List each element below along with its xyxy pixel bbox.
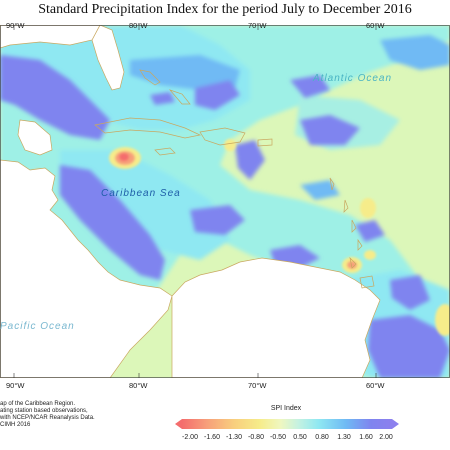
- land-masses: [0, 25, 381, 378]
- islands: [94, 69, 375, 289]
- credit-line: with NCEP/NCAR Reanalysis Data.: [0, 415, 95, 421]
- credit-line: ap of the Caribbean Region.: [0, 401, 76, 407]
- map-field: [0, 25, 450, 378]
- axis-label-bottom-60w: 60°W: [366, 381, 385, 390]
- credit-line: ating station based observations,: [0, 408, 88, 414]
- label-atlantic-ocean: Atlantic Ocean: [313, 73, 393, 84]
- axis-label-top-70w: 70°W: [248, 21, 267, 30]
- wet-blue-areas: [0, 35, 450, 378]
- legend-tick: -1.30: [226, 434, 242, 441]
- graticule-ticks: [13, 25, 377, 378]
- label-caribbean-sea: Caribbean Sea: [101, 188, 181, 199]
- map-credits: ap of the Caribbean Region. ating statio…: [0, 401, 95, 429]
- legend-tick: 0.50: [293, 434, 307, 441]
- legend-tick: -2.00: [182, 434, 198, 441]
- axis-label-bottom-70w: 70°W: [248, 381, 267, 390]
- spi-legend-bar: [175, 419, 399, 429]
- label-pacific-ocean: Pacific Ocean: [0, 321, 75, 332]
- legend-tick: -0.50: [270, 434, 286, 441]
- axis-label-top-90w: 90°W: [6, 21, 25, 30]
- legend-tick: -1.60: [204, 434, 220, 441]
- axis-label-top-60w: 60°W: [366, 21, 385, 30]
- legend-tick: -0.80: [248, 434, 264, 441]
- axis-label-bottom-90w: 90°W: [6, 381, 25, 390]
- legend-tick: 2.00: [379, 434, 393, 441]
- legend-tick: 1.30: [337, 434, 351, 441]
- page-title: Standard Precipitation Index for the per…: [38, 2, 412, 17]
- axis-label-bottom-80w: 80°W: [129, 381, 148, 390]
- legend-title: SPI Index: [270, 405, 302, 412]
- credit-line: CIMH 2016: [0, 422, 31, 428]
- axis-label-top-80w: 80°W: [129, 21, 148, 30]
- legend-tick: 0.80: [315, 434, 329, 441]
- legend-tick: 1.60: [359, 434, 373, 441]
